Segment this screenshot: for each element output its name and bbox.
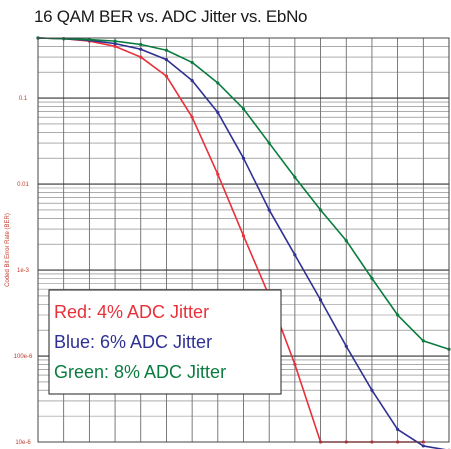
y-tick-label: 0.01 bbox=[17, 182, 29, 188]
data-point bbox=[164, 58, 169, 62]
data-point bbox=[370, 276, 374, 280]
data-point bbox=[139, 42, 143, 47]
data-point bbox=[241, 234, 246, 238]
data-point bbox=[293, 253, 297, 257]
data-point bbox=[293, 362, 297, 366]
y-tick-label: 10e-6 bbox=[15, 440, 31, 446]
data-point bbox=[139, 55, 143, 59]
y-tick-label: 100e-6 bbox=[14, 354, 33, 360]
data-point bbox=[241, 156, 246, 160]
data-point bbox=[190, 78, 194, 83]
data-point bbox=[113, 44, 117, 48]
plot-frame bbox=[37, 37, 450, 443]
data-point bbox=[113, 39, 117, 43]
data-point bbox=[318, 298, 323, 302]
y-tick-label: 0.1 bbox=[19, 96, 28, 102]
y-axis-label: Coded Bit Error Rate (BER) bbox=[5, 213, 11, 287]
legend-entry-1: Red: 4% ADC Jitter bbox=[54, 302, 209, 322]
data-point bbox=[344, 239, 348, 243]
data-point bbox=[216, 110, 220, 115]
legend-box bbox=[48, 289, 282, 395]
data-point bbox=[164, 74, 169, 78]
chart-title: 16 QAM BER vs. ADC Jitter vs. EbNo bbox=[34, 7, 308, 26]
data-point bbox=[190, 115, 194, 119]
data-point bbox=[396, 313, 400, 317]
data-point bbox=[113, 42, 117, 46]
data-point bbox=[421, 339, 425, 343]
data-point bbox=[190, 60, 194, 65]
data-point bbox=[267, 141, 271, 145]
data-point bbox=[370, 388, 374, 392]
data-point bbox=[344, 344, 348, 348]
y-tick-labels: 0.1 0.01 1e-3 100e-6 10e-6 bbox=[14, 96, 33, 446]
data-point bbox=[318, 208, 323, 212]
data-point bbox=[216, 172, 220, 176]
data-point bbox=[164, 48, 169, 52]
legend-entry-2: Blue: 6% ADC Jitter bbox=[54, 332, 212, 352]
data-point bbox=[267, 208, 271, 212]
data-point bbox=[241, 107, 246, 111]
legend-entry-3: Green: 8% ADC Jitter bbox=[54, 362, 226, 382]
data-point bbox=[87, 37, 91, 42]
y-tick-label: 1e-3 bbox=[17, 268, 30, 274]
data-point bbox=[396, 427, 400, 432]
data-point bbox=[216, 81, 220, 85]
data-point bbox=[293, 175, 297, 179]
legend: Red: 4% ADC Jitter Blue: 6% ADC Jitter Gre… bbox=[48, 289, 282, 395]
data-point bbox=[421, 444, 425, 448]
data-point bbox=[139, 47, 143, 51]
